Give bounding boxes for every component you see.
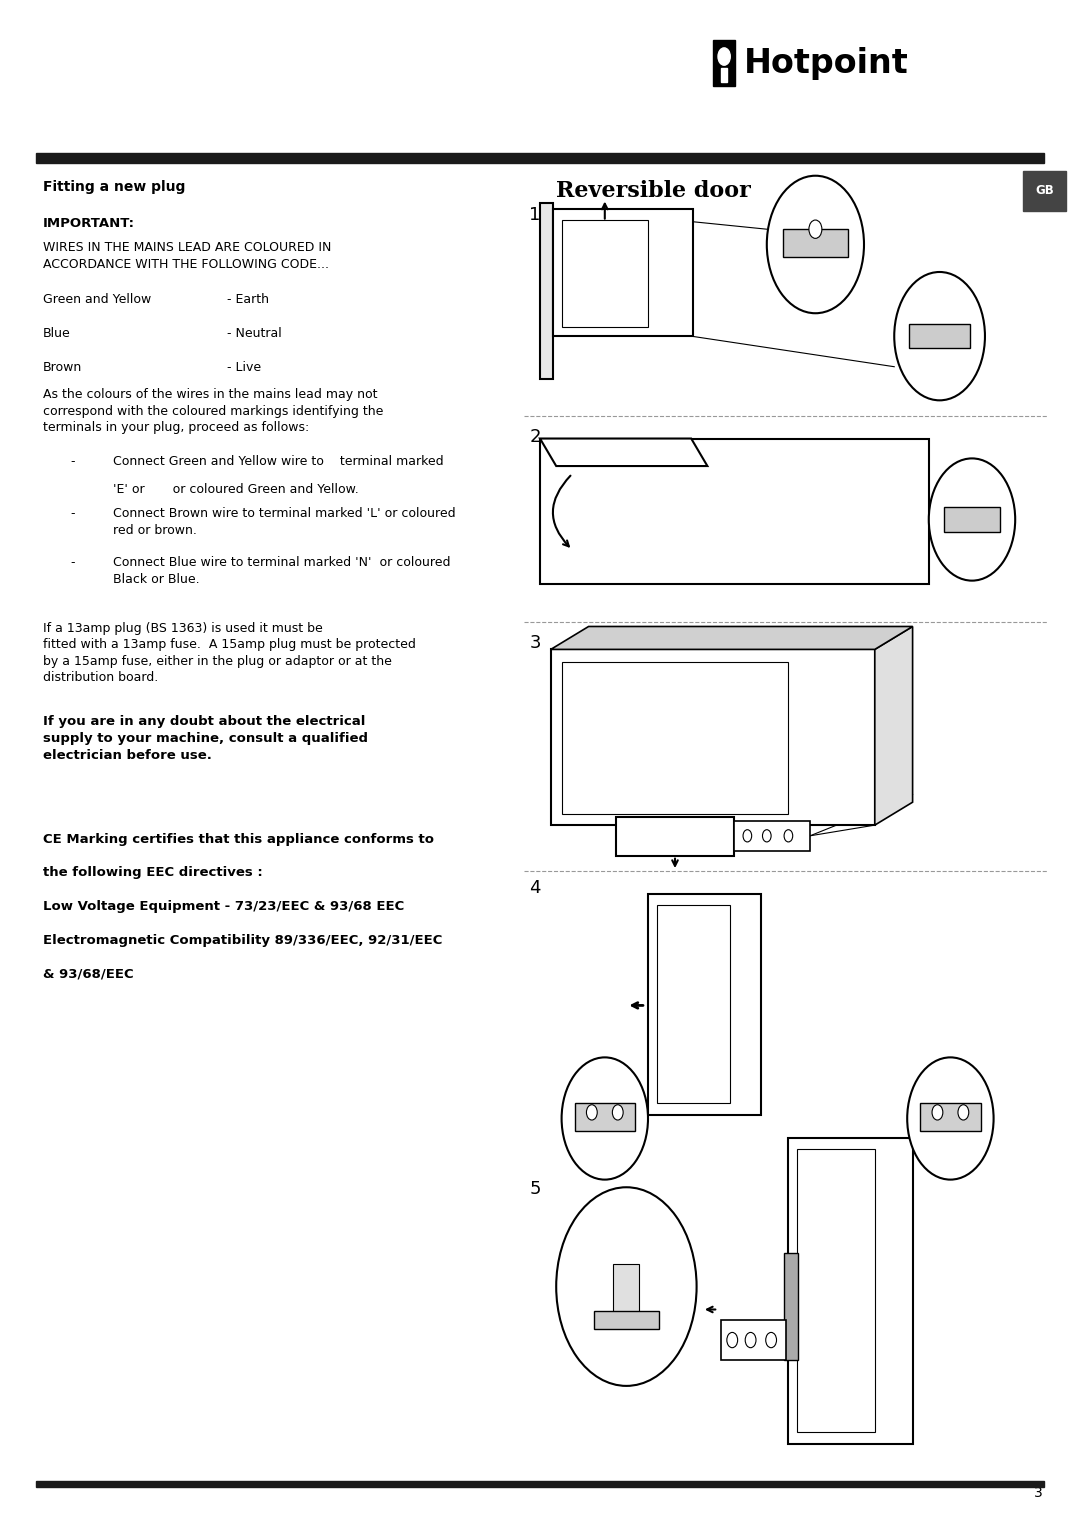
Circle shape xyxy=(932,1105,943,1120)
Text: 'E' or       or coloured Green and Yellow.: 'E' or or coloured Green and Yellow. xyxy=(113,483,360,497)
Text: Connect Blue wire to terminal marked 'N'  or coloured
Black or Blue.: Connect Blue wire to terminal marked 'N'… xyxy=(113,556,451,585)
Circle shape xyxy=(767,176,864,313)
Bar xyxy=(575,1103,635,1131)
Polygon shape xyxy=(875,626,913,825)
Circle shape xyxy=(766,1332,777,1348)
Bar xyxy=(613,1264,639,1325)
Text: Hotpoint: Hotpoint xyxy=(744,47,909,79)
Circle shape xyxy=(743,830,752,842)
Text: 4: 4 xyxy=(529,879,541,897)
Text: IMPORTANT:: IMPORTANT: xyxy=(43,217,135,231)
Circle shape xyxy=(958,1105,969,1120)
Bar xyxy=(713,40,735,86)
Bar xyxy=(594,1311,659,1329)
Bar xyxy=(657,905,730,1103)
Text: Electromagnetic Compatibility 89/336/EEC, 92/31/EEC: Electromagnetic Compatibility 89/336/EEC… xyxy=(43,934,443,947)
Bar xyxy=(648,894,761,1115)
Text: WIRES IN THE MAINS LEAD ARE COLOURED IN
ACCORDANCE WITH THE FOLLOWING CODE...: WIRES IN THE MAINS LEAD ARE COLOURED IN … xyxy=(43,241,332,270)
Circle shape xyxy=(784,830,793,842)
Text: If a 13amp plug (BS 1363) is used it must be
fitted with a 13amp fuse.  A 15amp : If a 13amp plug (BS 1363) is used it mus… xyxy=(43,622,416,685)
Text: Blue: Blue xyxy=(43,327,71,341)
Bar xyxy=(562,662,788,814)
Circle shape xyxy=(894,272,985,400)
Bar xyxy=(797,1149,875,1432)
Circle shape xyxy=(929,458,1015,581)
Text: Fitting a new plug: Fitting a new plug xyxy=(43,180,186,194)
Text: Connect Green and Yellow wire to    terminal marked: Connect Green and Yellow wire to termina… xyxy=(113,455,444,469)
Text: - Live: - Live xyxy=(227,361,261,374)
Bar xyxy=(788,1138,913,1444)
Text: Connect Brown wire to terminal marked 'L' or coloured
red or brown.: Connect Brown wire to terminal marked 'L… xyxy=(113,507,456,536)
Text: If you are in any doubt about the electrical
supply to your machine, consult a q: If you are in any doubt about the electr… xyxy=(43,715,368,762)
Text: Low Voltage Equipment - 73/23/EEC & 93/68 EEC: Low Voltage Equipment - 73/23/EEC & 93/6… xyxy=(43,900,404,914)
Text: 3: 3 xyxy=(529,634,541,652)
Bar xyxy=(36,1481,1044,1487)
Text: -: - xyxy=(70,507,75,521)
Circle shape xyxy=(718,47,730,66)
Text: -: - xyxy=(70,455,75,469)
Bar xyxy=(551,649,875,825)
Text: As the colours of the wires in the mains lead may not
correspond with the colour: As the colours of the wires in the mains… xyxy=(43,388,383,434)
Circle shape xyxy=(907,1057,994,1180)
Bar xyxy=(553,209,693,336)
Text: GB: GB xyxy=(1035,185,1054,197)
Circle shape xyxy=(562,1057,648,1180)
Text: Green and Yellow: Green and Yellow xyxy=(43,293,151,307)
Circle shape xyxy=(809,220,822,238)
Text: 3: 3 xyxy=(1034,1487,1042,1500)
Text: the following EEC directives :: the following EEC directives : xyxy=(43,866,262,880)
Circle shape xyxy=(762,830,771,842)
Text: 1: 1 xyxy=(529,206,541,225)
Bar xyxy=(920,1103,981,1131)
Bar xyxy=(540,203,553,379)
Circle shape xyxy=(612,1105,623,1120)
Circle shape xyxy=(556,1187,697,1386)
Text: -: - xyxy=(70,556,75,570)
Text: 2: 2 xyxy=(529,428,541,446)
Text: - Neutral: - Neutral xyxy=(227,327,282,341)
Polygon shape xyxy=(540,439,707,466)
Circle shape xyxy=(586,1105,597,1120)
Text: - Earth: - Earth xyxy=(227,293,269,307)
Text: 5: 5 xyxy=(529,1180,541,1198)
Bar xyxy=(784,1253,798,1360)
Bar xyxy=(36,153,1044,163)
Bar xyxy=(944,507,1000,532)
Polygon shape xyxy=(551,626,913,649)
Bar xyxy=(1023,171,1066,211)
Bar xyxy=(721,67,727,81)
Bar xyxy=(783,229,848,257)
Text: Brown: Brown xyxy=(43,361,82,374)
Bar xyxy=(562,220,648,327)
Circle shape xyxy=(745,1332,756,1348)
Text: CE Marking certifies that this appliance conforms to: CE Marking certifies that this appliance… xyxy=(43,833,434,847)
Bar xyxy=(721,1320,786,1360)
Bar xyxy=(909,324,970,348)
Text: Reversible door: Reversible door xyxy=(556,180,751,202)
Bar xyxy=(734,821,810,851)
Text: & 93/68/EEC: & 93/68/EEC xyxy=(43,967,134,981)
Bar xyxy=(540,439,929,584)
Bar xyxy=(616,817,734,856)
Circle shape xyxy=(727,1332,738,1348)
